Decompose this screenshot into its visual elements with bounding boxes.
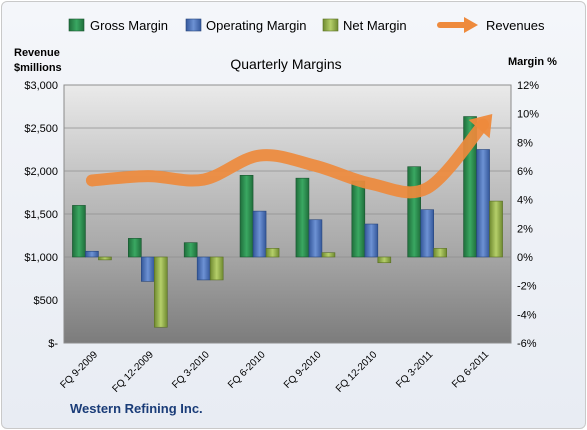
gross-margin-bar bbox=[295, 177, 310, 258]
right-tick-label: 2% bbox=[517, 223, 533, 235]
bars bbox=[72, 116, 503, 328]
x-tick-label: FQ 3-2010 bbox=[170, 349, 212, 391]
right-tick-label: 4% bbox=[517, 195, 533, 207]
left-tick-label: $1,500 bbox=[24, 209, 58, 221]
operating-margin-bar bbox=[252, 210, 267, 258]
x-tick-label: FQ 6-2010 bbox=[226, 349, 268, 391]
operating-margin-bar bbox=[364, 223, 379, 258]
legend-swatch-revenues bbox=[437, 17, 478, 33]
x-tick-label: FQ 12-2010 bbox=[334, 349, 380, 395]
left-tick-label: $- bbox=[48, 338, 58, 350]
right-tick-label: 10% bbox=[517, 109, 539, 121]
legend-swatch-operating-margin bbox=[185, 18, 202, 32]
operating-margin-bar bbox=[85, 250, 99, 258]
right-tick-label: 6% bbox=[517, 166, 533, 178]
left-axis-title-line1: Revenue bbox=[14, 47, 60, 59]
net-margin-bar bbox=[98, 256, 112, 261]
left-axis-ticks: $- $500 $1,000 $1,500 $2,000 $2,500 $3,000 bbox=[24, 80, 58, 350]
operating-margin-bar bbox=[141, 256, 155, 282]
net-margin-bar bbox=[209, 256, 224, 281]
right-tick-label: 12% bbox=[517, 80, 539, 92]
x-tick-label: FQ 3-2011 bbox=[394, 349, 435, 390]
left-tick-label: $1,000 bbox=[24, 252, 58, 264]
legend-label-net-margin: Net Margin bbox=[343, 18, 407, 33]
legend: Gross Margin Operating Margin Net Margin… bbox=[68, 17, 545, 33]
left-tick-label: $3,000 bbox=[24, 80, 58, 92]
gross-margin-bar bbox=[72, 205, 86, 258]
gross-margin-bar bbox=[128, 238, 142, 258]
right-tick-label: 0% bbox=[517, 252, 533, 264]
right-tick-label: -4% bbox=[517, 309, 537, 321]
net-margin-bar bbox=[321, 252, 336, 258]
operating-margin-bar bbox=[196, 256, 211, 281]
company-name: Western Refining Inc. bbox=[70, 401, 203, 416]
right-tick-label: -6% bbox=[517, 338, 537, 350]
legend-swatch-net-margin bbox=[322, 18, 339, 32]
chart-title: Quarterly Margins bbox=[230, 56, 341, 72]
left-axis-title-line2: $millions bbox=[14, 62, 62, 74]
x-tick-label: FQ 9-2010 bbox=[282, 349, 324, 391]
right-tick-label: -2% bbox=[517, 281, 537, 293]
revenue-line bbox=[85, 114, 493, 199]
legend-label-operating-margin: Operating Margin bbox=[206, 18, 306, 33]
net-margin-bar bbox=[433, 248, 447, 258]
net-margin-bar bbox=[154, 256, 168, 328]
x-tick-label: FQ 6-2011 bbox=[450, 349, 491, 390]
revenue-arrowhead bbox=[468, 114, 493, 139]
left-tick-label: $2,000 bbox=[24, 166, 58, 178]
gross-margin-bar bbox=[407, 166, 421, 258]
net-margin-bar bbox=[265, 248, 280, 258]
x-tick-label: FQ 9-2009 bbox=[58, 349, 100, 391]
right-axis-ticks: -6% -4% -2% 0% 2% 4% 6% 8% 10% 12% bbox=[517, 80, 539, 350]
left-tick-label: $500 bbox=[34, 295, 58, 307]
gross-margin-bar bbox=[351, 180, 366, 258]
gross-margin-bar bbox=[183, 242, 198, 258]
gross-margin-bar bbox=[239, 175, 254, 258]
revenue-line-path bbox=[85, 118, 490, 199]
operating-margin-bar bbox=[420, 209, 434, 258]
legend-label-revenues: Revenues bbox=[486, 18, 545, 33]
right-tick-label: 8% bbox=[517, 137, 533, 149]
operating-margin-bar bbox=[476, 149, 490, 258]
net-margin-bar bbox=[489, 200, 503, 258]
right-axis-title: Margin % bbox=[508, 56, 557, 68]
x-tick-label: FQ 12-2009 bbox=[110, 349, 156, 395]
legend-label-gross-margin: Gross Margin bbox=[90, 18, 168, 33]
left-tick-label: $2,500 bbox=[24, 123, 58, 135]
operating-margin-bar bbox=[308, 219, 323, 258]
legend-swatch-gross-margin bbox=[68, 18, 85, 32]
net-margin-bar bbox=[377, 256, 392, 264]
x-axis-ticks: FQ 9-2009 FQ 12-2009 FQ 3-2010 FQ 6-2010 FQ … bbox=[58, 349, 491, 395]
